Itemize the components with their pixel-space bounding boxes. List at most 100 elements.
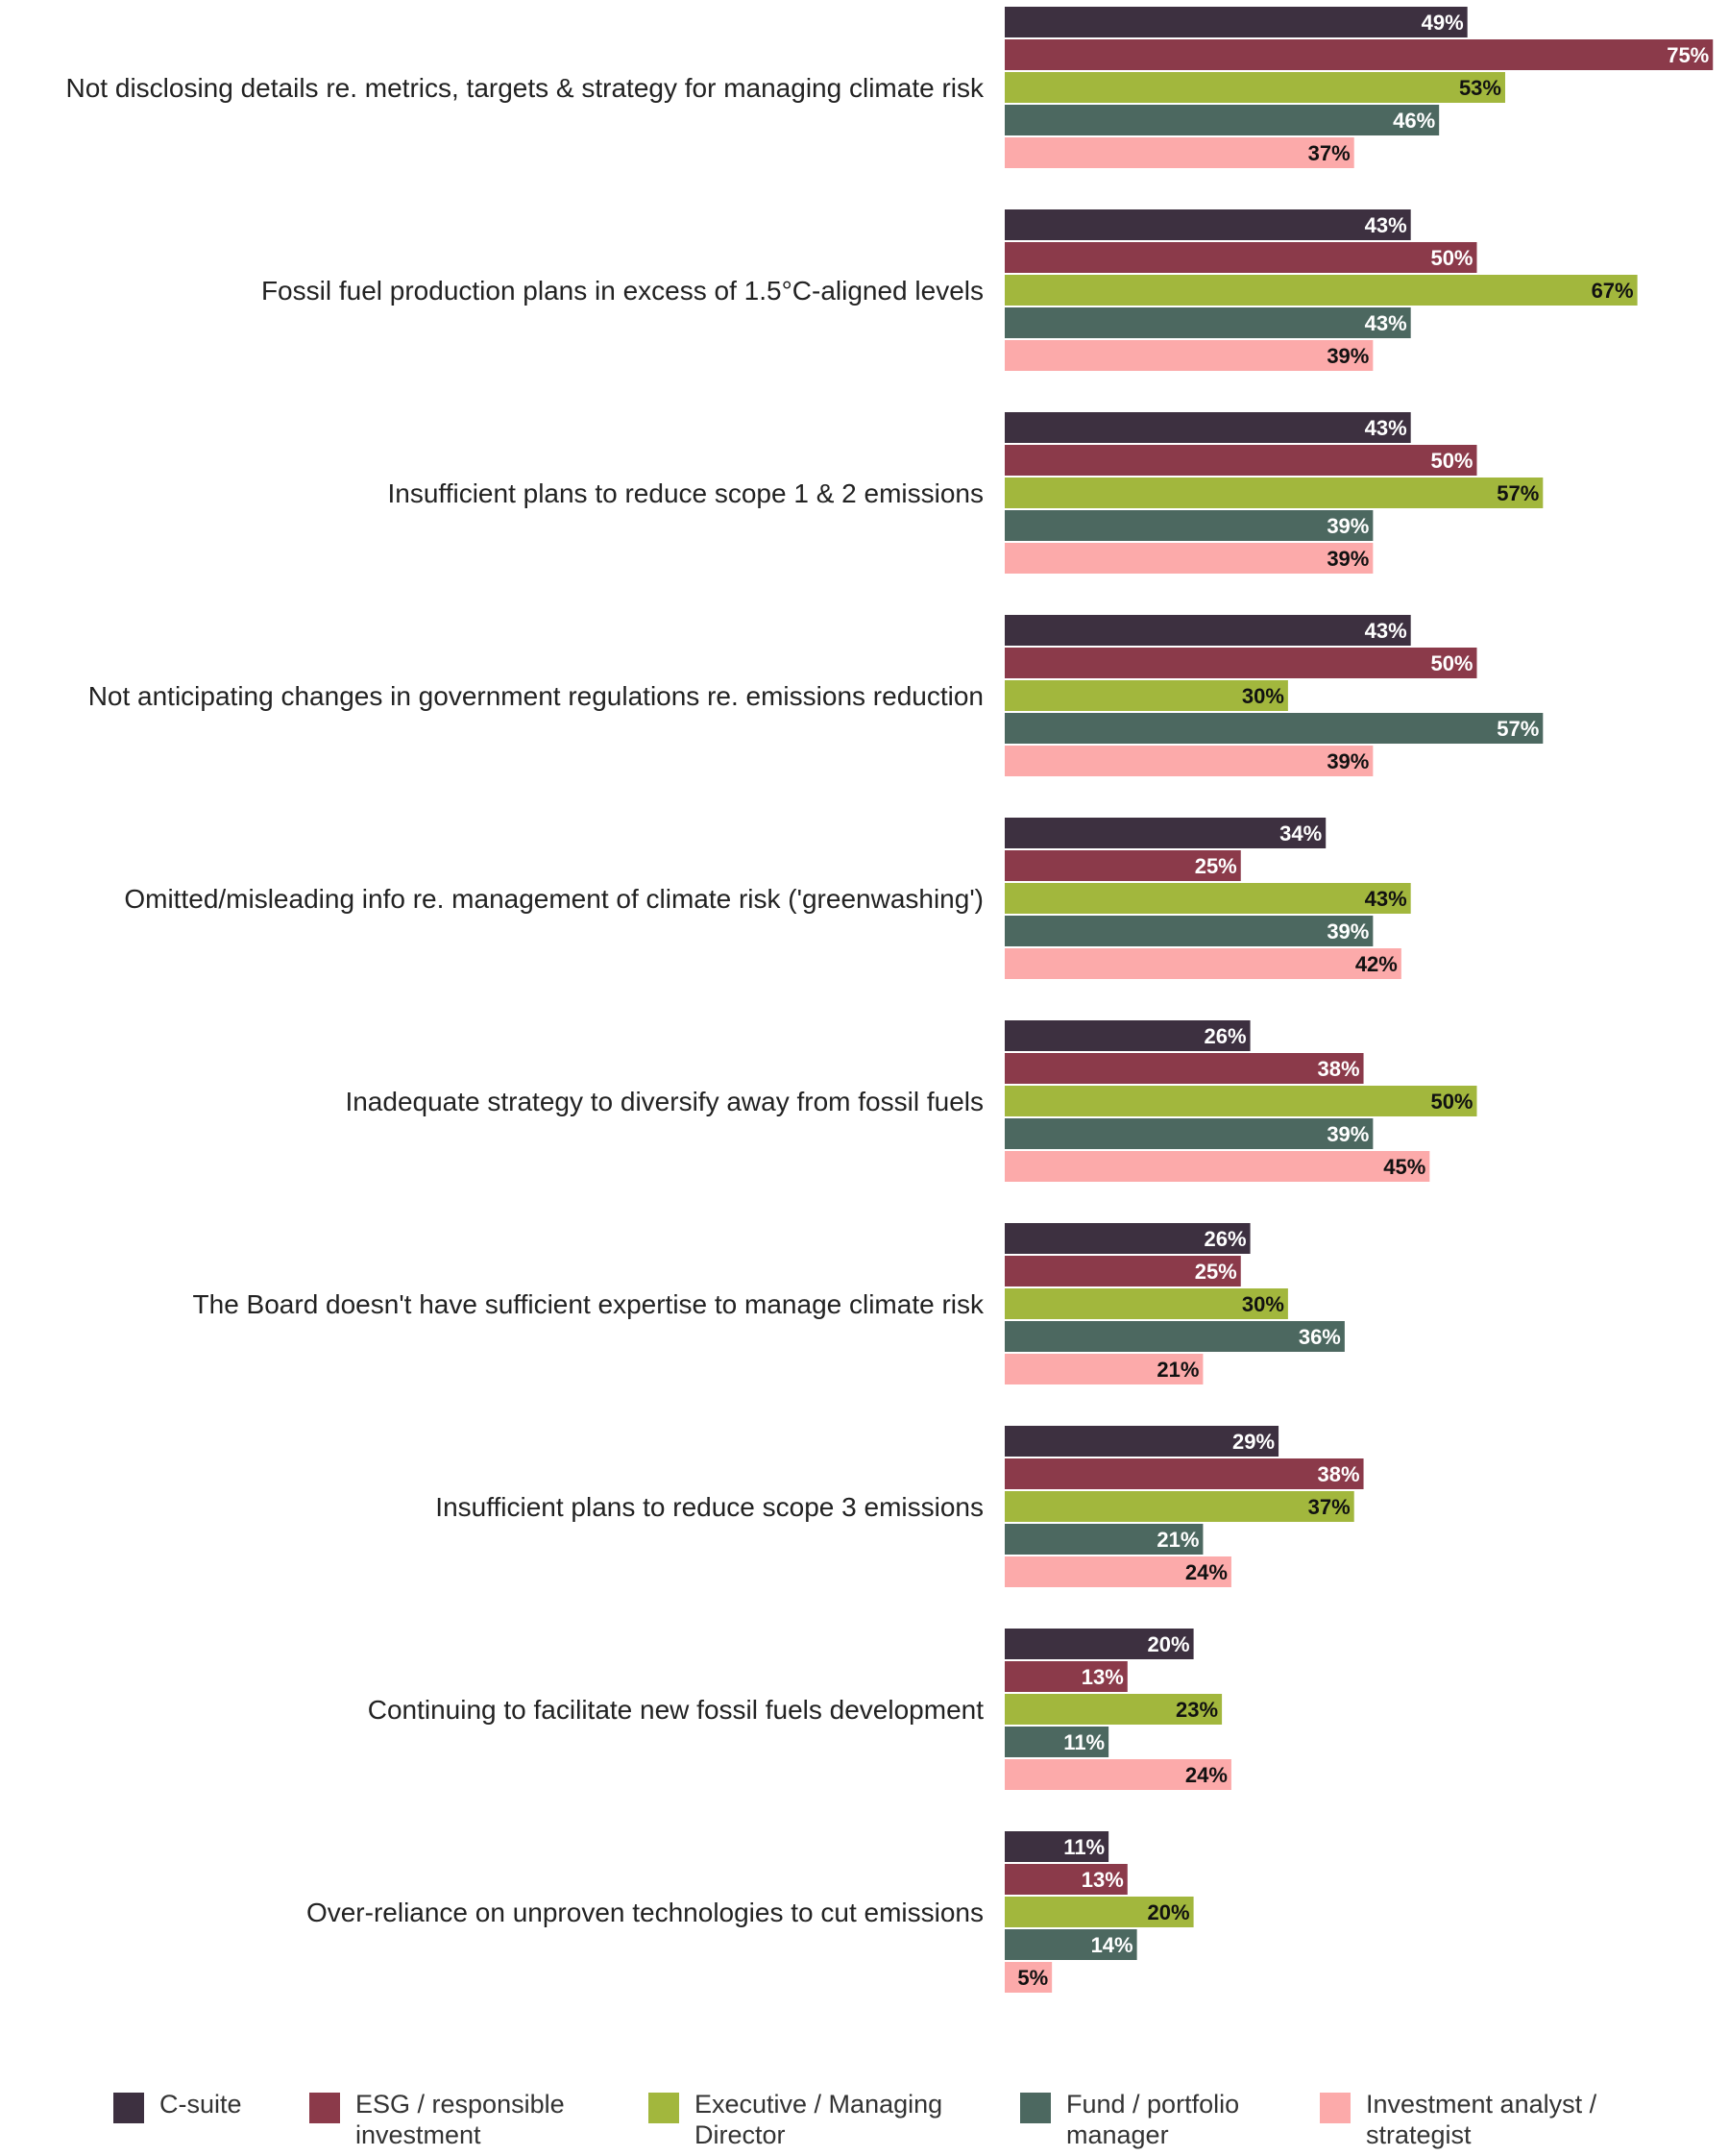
- bar: [1005, 510, 1374, 541]
- bar: [1005, 916, 1374, 946]
- data-label: 21%: [1157, 1528, 1199, 1552]
- bar: [1005, 137, 1354, 168]
- legend-item-esg: ESG / responsible investment: [309, 2089, 605, 2150]
- data-label: 39%: [1327, 514, 1369, 538]
- bar: [1005, 680, 1288, 711]
- data-label: 37%: [1308, 141, 1351, 165]
- data-label: 38%: [1317, 1462, 1359, 1486]
- legend: C-suite ESG / responsible investment Exec…: [0, 2075, 1729, 2156]
- legend-label: C-suite: [159, 2090, 242, 2119]
- data-label: 43%: [1365, 213, 1407, 237]
- bar: [1005, 1524, 1204, 1555]
- data-label: 57%: [1497, 717, 1539, 741]
- data-label: 13%: [1082, 1665, 1124, 1689]
- legend-item-fund-manager: Fund / portfolio manager: [1020, 2089, 1316, 2150]
- data-label: 50%: [1430, 449, 1473, 473]
- data-label: 53%: [1459, 76, 1501, 100]
- category-label: Continuing to facilitate new fossil fuel…: [368, 1695, 984, 1725]
- bar: [1005, 615, 1411, 646]
- data-label: 21%: [1157, 1358, 1199, 1382]
- bar: [1005, 1864, 1128, 1895]
- bar: [1005, 1661, 1128, 1692]
- data-label: 50%: [1430, 246, 1473, 270]
- bar: [1005, 1223, 1251, 1254]
- legend-label-line2: strategist: [1366, 2120, 1472, 2149]
- bar: [1005, 445, 1477, 476]
- bar: [1005, 818, 1327, 848]
- category-label: Inadequate strategy to diversify away fr…: [345, 1087, 984, 1116]
- data-label: 45%: [1383, 1155, 1425, 1179]
- bar: [1005, 1354, 1204, 1384]
- bar-chart: Not disclosing details re. metrics, targ…: [66, 7, 1714, 1993]
- category-label: Insufficient plans to reduce scope 3 emi…: [435, 1492, 984, 1522]
- data-label: 39%: [1327, 344, 1369, 368]
- legend-swatch: [113, 2093, 144, 2123]
- bar: [1005, 883, 1411, 914]
- data-label: 37%: [1308, 1495, 1351, 1519]
- bar: [1005, 275, 1638, 306]
- data-label: 20%: [1148, 1632, 1190, 1656]
- bar: [1005, 1727, 1109, 1757]
- bar: [1005, 948, 1401, 979]
- data-label: 39%: [1327, 749, 1369, 773]
- data-label: 43%: [1365, 416, 1407, 440]
- data-label: 42%: [1355, 952, 1398, 976]
- bar: [1005, 543, 1374, 574]
- data-label: 5%: [1017, 1966, 1048, 1990]
- data-label: 25%: [1195, 854, 1237, 878]
- legend-item-c-suite: C-suite: [113, 2089, 409, 2123]
- legend-swatch: [309, 2093, 340, 2123]
- bar: [1005, 1491, 1354, 1522]
- legend-swatch: [648, 2093, 679, 2123]
- bar: [1005, 1426, 1279, 1457]
- bar: [1005, 1288, 1288, 1319]
- bar: [1005, 39, 1714, 70]
- data-label: 38%: [1317, 1057, 1359, 1081]
- bar: [1005, 1321, 1345, 1352]
- legend-label-line2: Director: [694, 2120, 786, 2149]
- data-label: 36%: [1299, 1325, 1341, 1349]
- bar: [1005, 72, 1505, 103]
- bar: [1005, 1458, 1364, 1489]
- data-label: 26%: [1205, 1227, 1247, 1251]
- data-label: 20%: [1148, 1900, 1190, 1924]
- data-label: 39%: [1327, 919, 1369, 943]
- bar: [1005, 1256, 1241, 1286]
- data-label: 67%: [1592, 279, 1634, 303]
- bar: [1005, 850, 1241, 881]
- data-label: 43%: [1365, 887, 1407, 911]
- bar: [1005, 478, 1544, 508]
- data-label: 30%: [1242, 684, 1284, 708]
- bar: [1005, 1053, 1364, 1084]
- bar: [1005, 1151, 1430, 1182]
- data-label: 57%: [1497, 481, 1539, 505]
- bar: [1005, 242, 1477, 273]
- bar: [1005, 1556, 1231, 1587]
- data-label: 30%: [1242, 1292, 1284, 1316]
- category-label: Not disclosing details re. metrics, targ…: [66, 73, 985, 103]
- bar: [1005, 1629, 1194, 1659]
- data-label: 29%: [1232, 1430, 1275, 1454]
- bar: [1005, 1694, 1223, 1725]
- legend-label: Investment analyst /: [1366, 2090, 1597, 2119]
- bar: [1005, 307, 1411, 338]
- bar: [1005, 1759, 1231, 1790]
- bar: [1005, 105, 1440, 135]
- category-label: Omitted/misleading info re. management o…: [124, 884, 984, 914]
- bar: [1005, 648, 1477, 678]
- category-label: The Board doesn't have sufficient expert…: [193, 1289, 985, 1319]
- data-label: 25%: [1195, 1260, 1237, 1284]
- data-label: 50%: [1430, 1090, 1473, 1114]
- legend-label-line2: investment: [355, 2120, 481, 2149]
- bar: [1005, 7, 1468, 37]
- bar: [1005, 1020, 1251, 1051]
- data-label: 39%: [1327, 547, 1369, 571]
- data-label: 26%: [1205, 1024, 1247, 1048]
- legend-label: Fund / portfolio: [1066, 2090, 1240, 2119]
- bar: [1005, 340, 1374, 371]
- bar: [1005, 746, 1374, 776]
- data-label: 11%: [1063, 1835, 1105, 1859]
- legend-item-investment-analyst: Investment analyst / strategist: [1320, 2089, 1616, 2150]
- data-label: 43%: [1365, 619, 1407, 643]
- data-label: 24%: [1185, 1763, 1228, 1787]
